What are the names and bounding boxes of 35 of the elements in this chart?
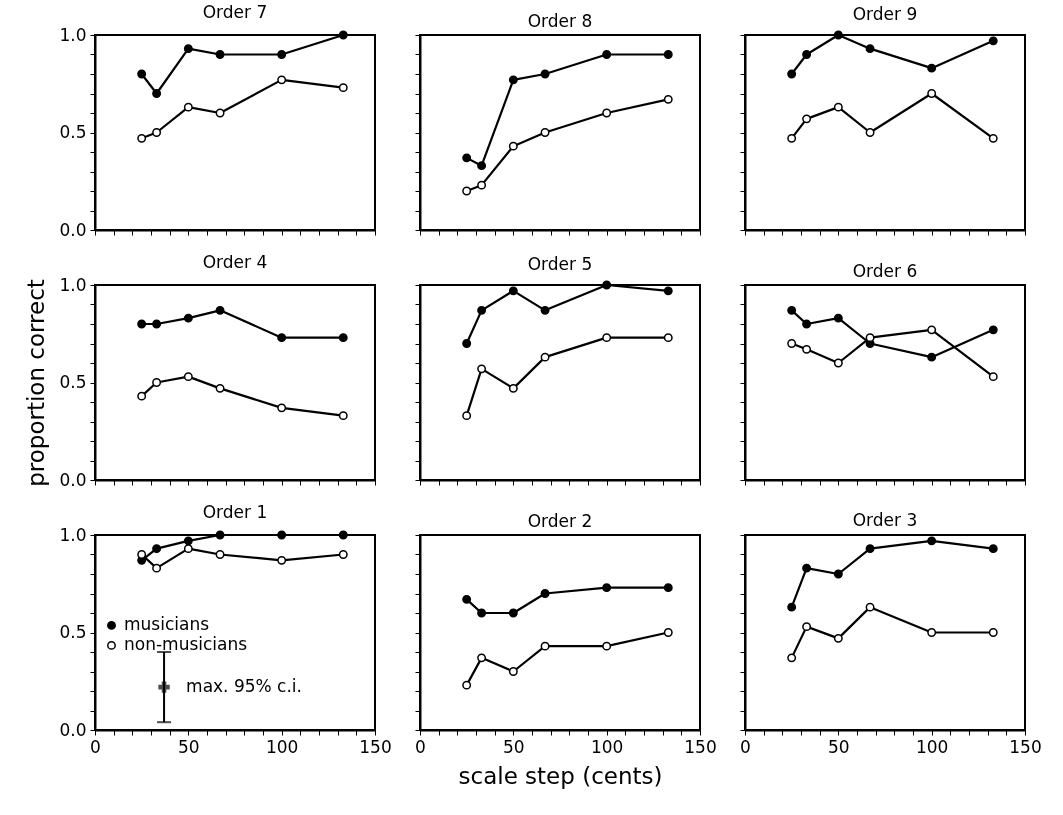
y-tick-label: 0.0 [59,469,87,490]
y-tick-label: 0.0 [59,219,87,240]
chart-title: Order 2 [527,510,593,531]
y-tick-label: 0.5 [59,372,87,392]
chart-title: Order 1 [202,502,268,522]
x-tick-label: 150 [359,736,392,757]
y-tick-label: 1.0 [59,524,87,545]
x-tick-label: 100 [590,736,624,757]
y-tick-label: 1.0 [59,24,87,45]
x-axis-title: scale step (cents) [458,762,663,789]
x-tick-label: 100 [265,736,299,757]
legend-label: non-musicians [124,634,248,655]
chart-title: Order 9 [852,4,918,25]
y-tick-label: 0.5 [59,122,87,142]
chart-title: Order 3 [852,510,918,531]
chart-title: Order 8 [527,10,593,31]
chart-title: Order 4 [202,252,268,272]
chart-title: Order 7 [202,2,268,22]
x-tick-label: 0 [740,736,751,757]
chart-title: Order 6 [852,260,918,281]
x-tick-label: 50 [503,736,525,757]
y-axis-title: proportion correct [23,279,50,487]
y-tick-label: 1.0 [59,274,87,295]
x-tick-label: 150 [1009,736,1042,757]
y-tick-label: 0.5 [59,622,87,642]
x-tick-label: 50 [178,736,200,757]
legend-label: musicians [124,614,210,635]
y-tick-label: 0.0 [59,719,87,740]
x-tick-label: 0 [90,736,101,757]
chart-title: Order 5 [527,254,593,275]
series-label: max. 95% c.i. [186,676,302,697]
x-tick-label: 100 [915,736,949,757]
x-tick-label: 0 [415,736,426,757]
x-tick-label: 150 [684,736,717,757]
x-tick-label: 50 [828,736,850,757]
